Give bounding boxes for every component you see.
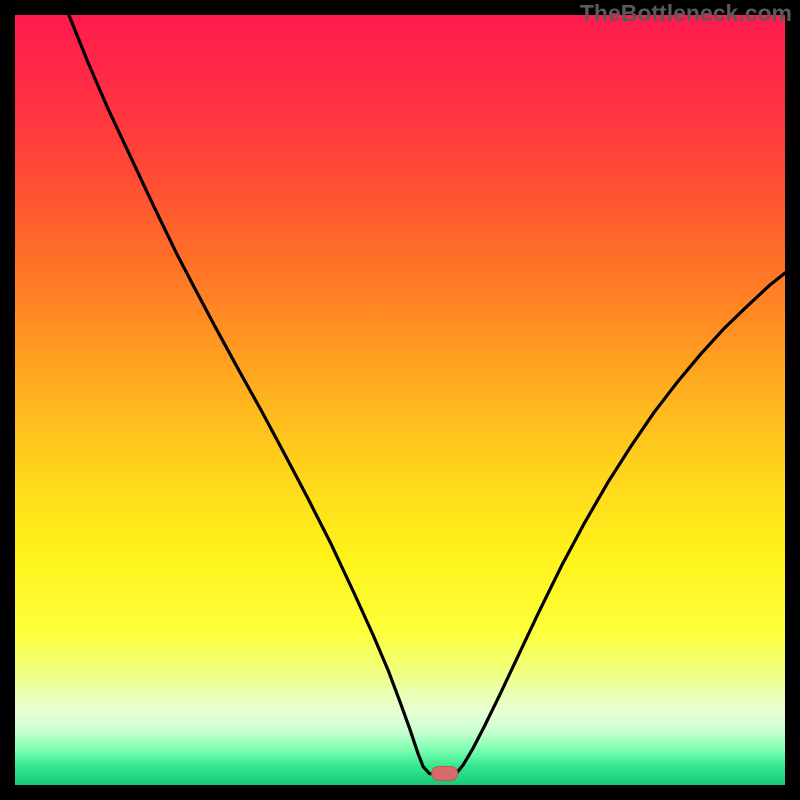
watermark-text: TheBottleneck.com (580, 0, 792, 27)
plot-area (15, 15, 785, 785)
sweet-spot-marker (432, 766, 458, 780)
gradient-background (15, 15, 785, 785)
chart-outer: TheBottleneck.com (0, 0, 800, 800)
chart-svg (15, 15, 785, 785)
